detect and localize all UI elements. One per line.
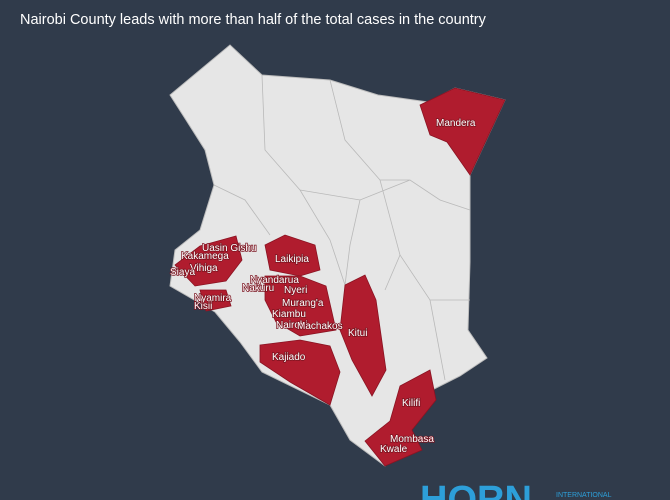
- county-label: Uasin Gishu: [202, 243, 256, 254]
- county-label: Murang'a: [282, 298, 324, 309]
- county-label: Kitui: [348, 328, 367, 339]
- county-label: Nyeri: [284, 285, 307, 296]
- county-label: Nyamira: [194, 293, 232, 304]
- county-label: Mombasa: [390, 434, 434, 445]
- county-labels: Mandera Uasin Gishu Kakamega Vihiga Siay…: [169, 117, 476, 456]
- county-label: Kisii: [194, 301, 212, 312]
- county-label: Nyandarua: [250, 275, 299, 286]
- county-label: Kilifi: [402, 398, 420, 409]
- county-area: [199, 289, 232, 312]
- county-area: [259, 339, 341, 406]
- county-area: [364, 369, 437, 467]
- logo-name: HORN: [420, 479, 532, 500]
- county-area: [264, 275, 337, 337]
- county-label: Vihiga: [190, 263, 218, 274]
- county-borders: [213, 74, 471, 381]
- county-label: Kakamega: [181, 251, 229, 262]
- county-label: Mandera: [436, 118, 476, 129]
- county-label: Kajiado: [272, 352, 306, 363]
- county-area: [339, 274, 387, 397]
- logo-tagline: INTERNATIONAL: [556, 492, 612, 499]
- county-label: Kwale: [380, 444, 408, 455]
- county-area: [264, 234, 321, 277]
- county-area: [174, 235, 243, 287]
- county-label: Kiambu: [272, 309, 306, 320]
- county-label: Machakos: [297, 321, 343, 332]
- county-label: Laikipia: [275, 254, 309, 265]
- county-label: Siaya: [170, 267, 195, 278]
- county-label: Nakuru: [242, 283, 274, 294]
- title: Nairobi County leads with more than half…: [20, 12, 487, 28]
- highlighted-counties: [174, 87, 506, 467]
- county-area: [419, 87, 506, 176]
- county-label: Nairobi: [276, 320, 308, 331]
